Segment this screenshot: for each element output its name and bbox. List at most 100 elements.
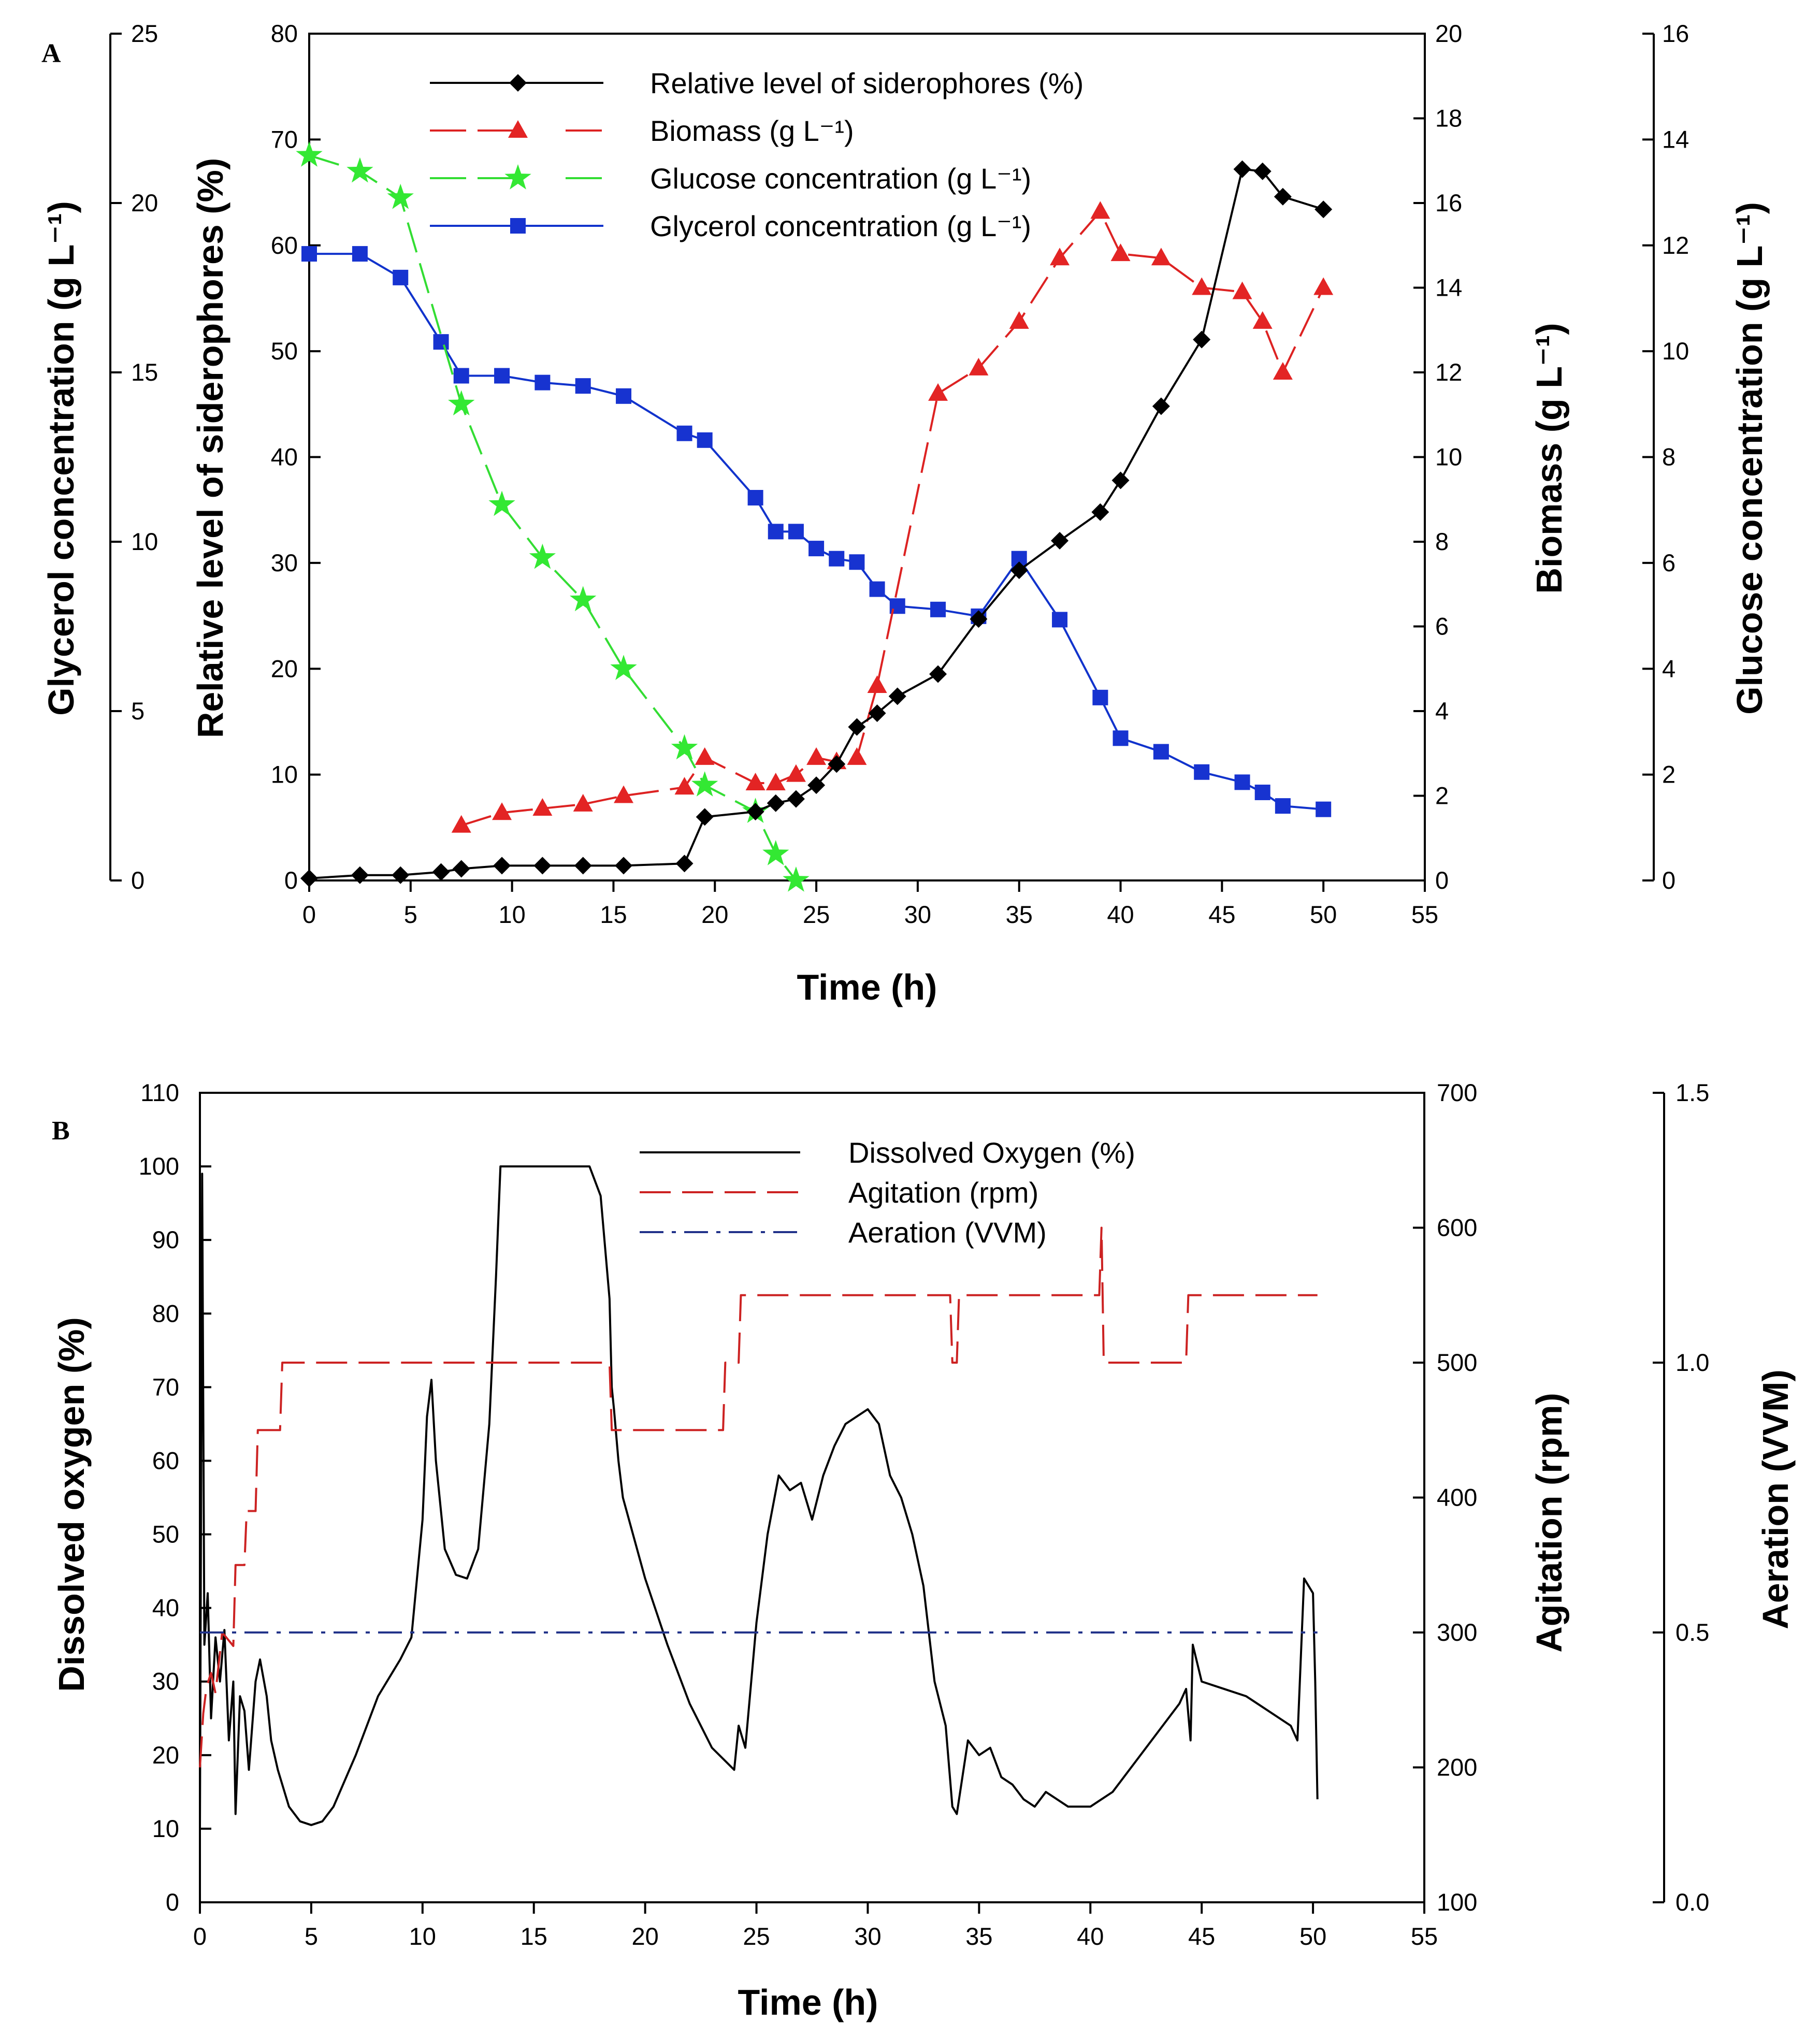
data-point-square: [869, 581, 885, 597]
data-point-diamond: [533, 857, 552, 875]
glycerol-tick-label: 0: [131, 866, 145, 894]
data-point-triangle: [1192, 277, 1212, 295]
siderophores-tick-label: 70: [271, 125, 298, 153]
data-point-square: [1275, 798, 1291, 814]
aeration-tick-label: 0.5: [1675, 1618, 1709, 1646]
data-point-triangle: [806, 747, 827, 765]
data-point-triangle: [847, 747, 867, 765]
do-tick-label: 70: [152, 1373, 179, 1400]
data-point-triangle: [674, 777, 695, 795]
glycerol-axis-title: Glycerol concentration (g L⁻¹): [41, 201, 81, 716]
data-point-square: [535, 374, 551, 391]
data-point-triangle: [695, 747, 715, 765]
siderophores-axis-title: Relative level of siderophores (%): [190, 158, 230, 738]
aeration-tick-label: 1.0: [1675, 1349, 1709, 1376]
x-tick-label-b: 55: [1411, 1923, 1438, 1950]
do-tick-label: 90: [152, 1226, 179, 1253]
do-tick-label: 0: [166, 1888, 179, 1916]
data-point-square: [808, 541, 825, 557]
data-point-square: [1234, 774, 1250, 790]
series-dissolved-oxygen: [199, 1165, 1319, 1829]
legend-marker-square: [510, 218, 526, 234]
biomass-axis-title: Biomass (g L⁻¹): [1529, 323, 1569, 594]
data-point-square: [433, 334, 449, 350]
data-point-diamond: [615, 857, 633, 875]
legend-label: Agitation (rpm): [848, 1176, 1038, 1209]
data-point-square: [393, 269, 409, 285]
data-point-triangle: [745, 772, 765, 790]
data-point-star: [448, 390, 475, 416]
glucose-tick-label: 4: [1662, 655, 1675, 682]
agitation-tick-label: 500: [1437, 1349, 1477, 1376]
siderophores-tick-label: 50: [271, 337, 298, 365]
glycerol-tick-label: 15: [131, 358, 158, 386]
series-line-dissolved-oxygen: [199, 1165, 1319, 1829]
data-point-diamond: [1233, 160, 1251, 178]
x-tick-label-b: 10: [409, 1923, 436, 1950]
data-point-square: [1254, 784, 1270, 800]
series-biomass-g-l: [451, 201, 1334, 833]
glucose-tick-label: 8: [1662, 443, 1675, 471]
x-tick-label-a: 50: [1310, 901, 1337, 928]
do-axis-title: Dissolved oxygen (%): [51, 1317, 92, 1692]
data-point-triangle: [928, 383, 948, 401]
data-point-diamond: [493, 857, 511, 875]
data-point-triangle: [1110, 243, 1131, 262]
x-tick-label-b: 20: [631, 1923, 658, 1950]
panel-label-a: A: [41, 39, 61, 68]
siderophores-tick-label: 30: [271, 549, 298, 576]
x-tick-label-a: 55: [1411, 901, 1438, 928]
glycerol-tick-label: 20: [131, 189, 158, 216]
series-glycerol-concentration-g-l: [301, 246, 1332, 817]
agitation-tick-label: 600: [1437, 1214, 1477, 1241]
data-point-diamond: [1091, 503, 1109, 521]
data-point-square: [697, 432, 713, 448]
data-point-diamond: [696, 808, 714, 826]
data-point-diamond: [432, 863, 450, 881]
data-point-square: [575, 378, 591, 394]
biomass-tick-label: 12: [1435, 358, 1462, 386]
data-point-diamond: [1315, 200, 1333, 219]
x-tick-label-b: 0: [193, 1923, 207, 1950]
siderophores-tick-label: 60: [271, 232, 298, 259]
data-point-diamond: [300, 869, 318, 887]
glucose-axis-title: Glucose concentration (g L⁻¹): [1729, 202, 1770, 715]
glycerol-tick-label: 5: [131, 697, 145, 725]
data-point-square: [1316, 801, 1332, 817]
do-tick-label: 40: [152, 1594, 179, 1622]
siderophores-tick-label: 0: [284, 866, 298, 894]
aeration-tick-label: 1.5: [1675, 1079, 1709, 1106]
x-tick-label-b: 50: [1299, 1923, 1326, 1950]
legend-b: Dissolved Oxygen (%) Agitation (rpm) Aerat…: [640, 1136, 1135, 1249]
x-tick-label-a: 5: [404, 901, 417, 928]
legend-label: Aeration (VVM): [848, 1216, 1047, 1249]
data-point-star: [691, 771, 718, 797]
data-point-square: [1153, 744, 1169, 760]
data-point-triangle: [1009, 311, 1029, 329]
data-point-square: [1194, 764, 1210, 780]
data-point-diamond: [929, 665, 947, 683]
data-point-triangle: [1090, 201, 1110, 219]
data-point-diamond: [452, 860, 470, 878]
x-tick-label-b: 15: [521, 1923, 547, 1950]
data-point-star: [346, 157, 373, 183]
data-point-triangle: [867, 675, 887, 693]
chart-panel-b: B 0 5 10 15 20 25 30 35 40 45 50 55 Time (h) 0 10 20 30 4…: [51, 1079, 1796, 2022]
plot-frame-b: [199, 1092, 1425, 1903]
series-line-glycerol-concentration-g-l: [309, 253, 1324, 811]
x-tick-label-a: 40: [1107, 901, 1134, 928]
x-axis-title-b: Time (h): [738, 1982, 878, 2022]
glucose-tick-label: 2: [1662, 761, 1675, 788]
legend-marker-diamond: [509, 74, 527, 92]
panel-label-b: B: [52, 1116, 70, 1146]
data-point-diamond: [574, 857, 592, 875]
glucose-tick-label: 10: [1662, 337, 1689, 365]
data-point-triangle: [1313, 277, 1334, 295]
series-line-agitation-rpm: [199, 1226, 1318, 1768]
do-tick-label: 60: [152, 1447, 179, 1474]
agitation-tick-label: 700: [1437, 1079, 1477, 1106]
biomass-tick-label: 18: [1435, 105, 1462, 132]
biomass-tick-label: 20: [1435, 20, 1462, 47]
do-tick-label: 100: [139, 1152, 179, 1180]
data-point-triangle: [786, 764, 806, 782]
